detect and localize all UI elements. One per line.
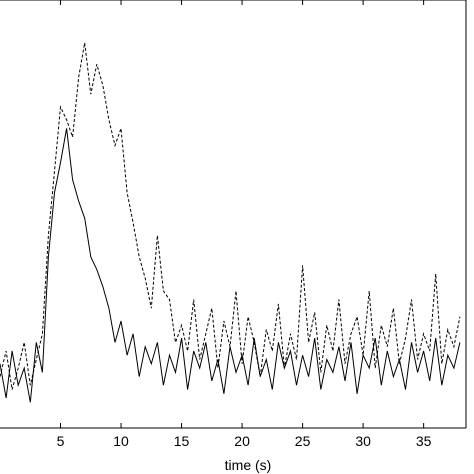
x-axis-label: time (s) xyxy=(225,457,272,473)
x-tick-label: 15 xyxy=(174,433,190,449)
x-tick-label: 30 xyxy=(355,433,371,449)
x-tick-label: 25 xyxy=(295,433,311,449)
x-tick-label: 10 xyxy=(113,433,129,449)
x-tick-label: 35 xyxy=(416,433,432,449)
series-line-dashed xyxy=(0,42,461,390)
x-tick-label: 20 xyxy=(234,433,250,449)
series-layer xyxy=(0,42,461,403)
plot-area xyxy=(0,0,466,428)
x-tick-label: 5 xyxy=(57,433,65,449)
axes-layer: 5 10 15 20 25 30 35 xyxy=(0,0,467,449)
